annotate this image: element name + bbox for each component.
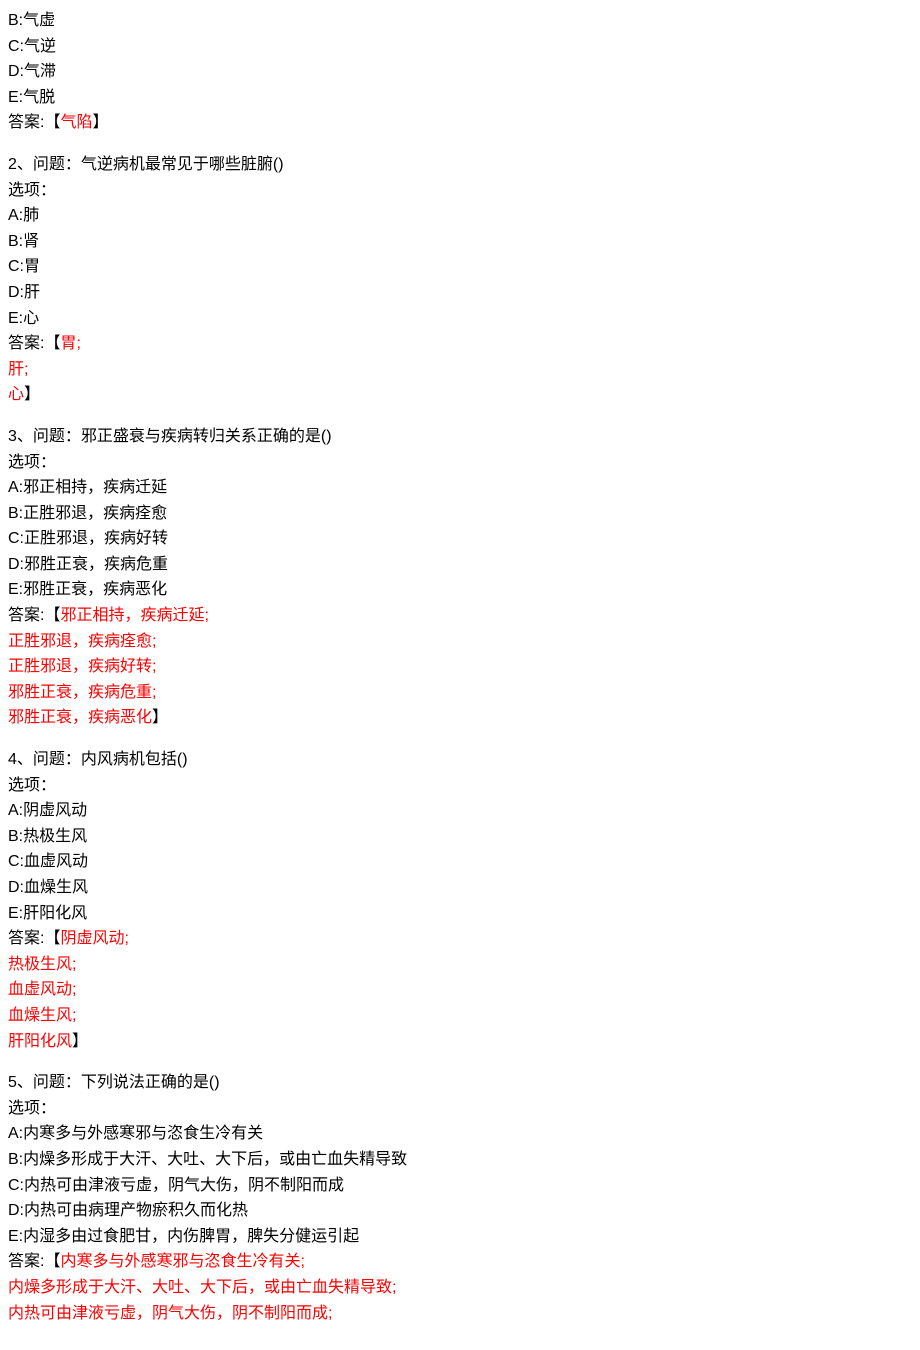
answer-line-1: 答案:【邪正相持，疾病迁延; <box>8 603 912 629</box>
answer-text: 胃; <box>60 335 80 352</box>
answer-suffix: 】 <box>92 114 108 131</box>
answer-suffix: 】 <box>152 709 168 726</box>
option-e: E:内湿多由过食肥甘，内伤脾胃，脾失分健运引起 <box>8 1224 912 1250</box>
option-a: A:邪正相持，疾病迁延 <box>8 475 912 501</box>
answer-suffix: 】 <box>24 386 40 403</box>
option-d: D:内热可由病理产物瘀积久而化热 <box>8 1198 912 1224</box>
answer-line-1: 答案:【阴虚风动; <box>8 926 912 952</box>
option-e: E:肝阳化风 <box>8 901 912 927</box>
answer-line-1: 答案:【胃; <box>8 331 912 357</box>
answer-text: 气陷 <box>60 114 92 131</box>
option-e: E:邪胜正衰，疾病恶化 <box>8 577 912 603</box>
question-header: 2、问题：气逆病机最常见于哪些脏腑() <box>8 152 912 178</box>
answer-line-3: 血虚风动; <box>8 977 912 1003</box>
answer-text: 内寒多与外感寒邪与恣食生冷有关; <box>60 1253 304 1270</box>
options-label: 选项： <box>8 1096 912 1122</box>
option-c: C:血虚风动 <box>8 849 912 875</box>
option-b: B:内燥多形成于大汗、大吐、大下后，或由亡血失精导致 <box>8 1147 912 1173</box>
option-d: D:肝 <box>8 280 912 306</box>
answer-line-4: 血燥生风; <box>8 1003 912 1029</box>
question-header: 4、问题：内风病机包括() <box>8 747 912 773</box>
answer-text: 阴虚风动; <box>60 930 128 947</box>
answer-line-2: 内燥多形成于大汗、大吐、大下后，或由亡血失精导致; <box>8 1275 912 1301</box>
options-label: 选项： <box>8 450 912 476</box>
answer-prefix: 答案:【 <box>8 335 60 352</box>
answer-line-2: 肝; <box>8 357 912 383</box>
answer-text: 邪胜正衰，疾病恶化 <box>8 709 152 726</box>
option-b: B:气虚 <box>8 8 912 34</box>
question-1-partial: B:气虚 C:气逆 D:气滞 E:气脱 答案:【气陷】 <box>8 8 912 136</box>
option-a: A:肺 <box>8 203 912 229</box>
option-e: E:心 <box>8 306 912 332</box>
answer-line-2: 热极生风; <box>8 952 912 978</box>
answer-line-1: 答案:【内寒多与外感寒邪与恣食生冷有关; <box>8 1249 912 1275</box>
question-5: 5、问题：下列说法正确的是() 选项： A:内寒多与外感寒邪与恣食生冷有关 B:… <box>8 1070 912 1326</box>
option-b: B:肾 <box>8 229 912 255</box>
answer-prefix: 答案:【 <box>8 114 60 131</box>
answer-line-3: 心】 <box>8 382 912 408</box>
answer-text: 邪正相持，疾病迁延; <box>60 607 208 624</box>
option-c: C:正胜邪退，疾病好转 <box>8 526 912 552</box>
answer-prefix: 答案:【 <box>8 930 60 947</box>
option-c: C:胃 <box>8 254 912 280</box>
answer-text: 心 <box>8 386 24 403</box>
option-e: E:气脱 <box>8 85 912 111</box>
question-header: 5、问题：下列说法正确的是() <box>8 1070 912 1096</box>
option-d: D:邪胜正衰，疾病危重 <box>8 552 912 578</box>
question-2: 2、问题：气逆病机最常见于哪些脏腑() 选项： A:肺 B:肾 C:胃 D:肝 … <box>8 152 912 408</box>
answer-prefix: 答案:【 <box>8 607 60 624</box>
option-b: B:热极生风 <box>8 824 912 850</box>
option-a: A:内寒多与外感寒邪与恣食生冷有关 <box>8 1121 912 1147</box>
question-3: 3、问题：邪正盛衰与疾病转归关系正确的是() 选项： A:邪正相持，疾病迁延 B… <box>8 424 912 731</box>
option-d: D:血燥生风 <box>8 875 912 901</box>
option-a: A:阴虚风动 <box>8 798 912 824</box>
option-d: D:气滞 <box>8 59 912 85</box>
options-label: 选项： <box>8 178 912 204</box>
answer-line: 答案:【气陷】 <box>8 110 912 136</box>
answer-suffix: 】 <box>72 1033 88 1050</box>
answer-line-3: 内热可由津液亏虚，阴气大伤，阴不制阳而成; <box>8 1301 912 1327</box>
answer-line-3: 正胜邪退，疾病好转; <box>8 654 912 680</box>
question-4: 4、问题：内风病机包括() 选项： A:阴虚风动 B:热极生风 C:血虚风动 D… <box>8 747 912 1054</box>
answer-line-2: 正胜邪退，疾病痊愈; <box>8 629 912 655</box>
answer-line-5: 肝阳化风】 <box>8 1029 912 1055</box>
option-c: C:内热可由津液亏虚，阴气大伤，阴不制阳而成 <box>8 1173 912 1199</box>
options-label: 选项： <box>8 773 912 799</box>
answer-line-5: 邪胜正衰，疾病恶化】 <box>8 705 912 731</box>
option-b: B:正胜邪退，疾病痊愈 <box>8 501 912 527</box>
answer-line-4: 邪胜正衰，疾病危重; <box>8 680 912 706</box>
question-header: 3、问题：邪正盛衰与疾病转归关系正确的是() <box>8 424 912 450</box>
answer-prefix: 答案:【 <box>8 1253 60 1270</box>
option-c: C:气逆 <box>8 34 912 60</box>
answer-text: 肝阳化风 <box>8 1033 72 1050</box>
